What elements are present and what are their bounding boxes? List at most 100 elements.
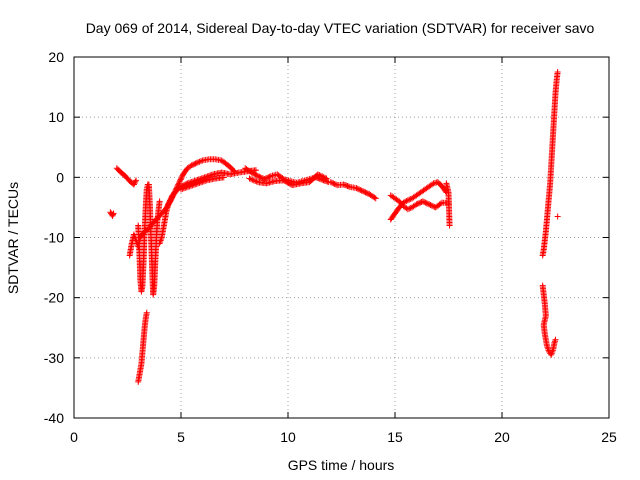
data-point bbox=[197, 179, 204, 186]
data-point bbox=[195, 159, 202, 166]
data-point bbox=[329, 179, 336, 186]
data-point bbox=[191, 177, 198, 184]
data-point bbox=[204, 173, 211, 180]
data-point bbox=[197, 175, 204, 182]
data-point bbox=[261, 176, 268, 183]
data-point bbox=[428, 202, 435, 209]
data-point bbox=[177, 177, 184, 184]
data-point bbox=[133, 177, 140, 184]
data-point bbox=[356, 186, 363, 193]
data-point bbox=[185, 179, 192, 186]
x-axis-label: GPS time / hours bbox=[288, 457, 395, 473]
data-point bbox=[253, 172, 260, 179]
data-point bbox=[196, 158, 203, 165]
data-point bbox=[371, 194, 378, 201]
data-point bbox=[167, 196, 174, 203]
data-point bbox=[414, 200, 421, 207]
data-point bbox=[183, 184, 190, 191]
data-point bbox=[554, 213, 561, 220]
data-point bbox=[314, 171, 321, 178]
axis-ticks: 0 5 10 15 20 25 -40 -30 -20 -10 0 10 20 bbox=[44, 49, 617, 445]
data-point bbox=[437, 200, 444, 207]
data-point bbox=[249, 170, 256, 177]
data-point bbox=[361, 188, 368, 195]
data-point bbox=[249, 176, 256, 183]
data-point bbox=[359, 188, 366, 195]
data-point bbox=[404, 206, 411, 213]
data-point bbox=[365, 190, 372, 197]
data-point bbox=[192, 181, 199, 188]
x-tick-label: 25 bbox=[601, 429, 617, 445]
data-point bbox=[197, 158, 204, 165]
data-point bbox=[429, 181, 436, 188]
y-tick-label: -20 bbox=[44, 290, 64, 306]
chart-title: Day 069 of 2014, Sidereal Day-to-day VTE… bbox=[86, 20, 595, 36]
data-point bbox=[143, 309, 150, 316]
data-point bbox=[358, 187, 365, 194]
data-point bbox=[157, 237, 164, 244]
data-point bbox=[182, 184, 189, 191]
data-point bbox=[189, 182, 196, 189]
data-point bbox=[551, 339, 558, 346]
data-point bbox=[202, 177, 209, 184]
data-point bbox=[191, 161, 198, 168]
data-point bbox=[166, 197, 173, 204]
x-tick-label: 20 bbox=[494, 429, 510, 445]
data-point bbox=[353, 185, 360, 192]
data-point bbox=[446, 222, 453, 229]
x-tick-label: 5 bbox=[177, 429, 185, 445]
data-point bbox=[200, 178, 207, 185]
data-point bbox=[372, 195, 379, 202]
y-tick-label: 10 bbox=[48, 109, 64, 125]
data-point bbox=[422, 199, 429, 206]
data-point bbox=[417, 199, 424, 206]
data-point bbox=[193, 159, 200, 166]
data-point bbox=[426, 201, 433, 208]
data-point bbox=[320, 174, 327, 181]
data-point bbox=[207, 172, 214, 179]
data-point bbox=[195, 180, 202, 187]
data-point bbox=[208, 171, 215, 178]
x-tick-label: 10 bbox=[280, 429, 296, 445]
data-point bbox=[201, 174, 208, 181]
data-point bbox=[196, 179, 203, 186]
data-point bbox=[252, 171, 259, 178]
data-point bbox=[190, 178, 197, 185]
data-point bbox=[264, 174, 271, 181]
data-point bbox=[179, 185, 186, 192]
data-point bbox=[178, 175, 185, 182]
data-point bbox=[178, 186, 184, 193]
data-point bbox=[194, 176, 201, 183]
data-point bbox=[363, 189, 370, 196]
data-point bbox=[250, 177, 257, 184]
data-point bbox=[427, 202, 434, 209]
data-point bbox=[403, 197, 410, 204]
data-point bbox=[252, 177, 259, 184]
data-point bbox=[193, 180, 200, 187]
data-point bbox=[168, 194, 175, 201]
data-point bbox=[131, 180, 138, 187]
data-point bbox=[188, 178, 195, 185]
data-point bbox=[186, 183, 193, 190]
data-point bbox=[413, 201, 420, 208]
data-point bbox=[248, 169, 255, 176]
data-point bbox=[178, 173, 185, 180]
data-point bbox=[406, 196, 413, 203]
data-point bbox=[554, 69, 561, 76]
data-point bbox=[323, 175, 330, 182]
data-point bbox=[176, 179, 183, 186]
data-point bbox=[199, 178, 206, 185]
data-point bbox=[424, 200, 431, 207]
data-point bbox=[187, 179, 194, 186]
data-point bbox=[362, 189, 369, 196]
data-point bbox=[357, 186, 364, 193]
data-point bbox=[255, 173, 262, 180]
data-point bbox=[404, 197, 411, 204]
data-point bbox=[253, 178, 260, 185]
data-point bbox=[220, 174, 227, 181]
y-tick-label: -30 bbox=[44, 350, 64, 366]
data-point bbox=[406, 205, 413, 212]
data-point bbox=[419, 198, 426, 205]
data-point bbox=[415, 200, 422, 207]
